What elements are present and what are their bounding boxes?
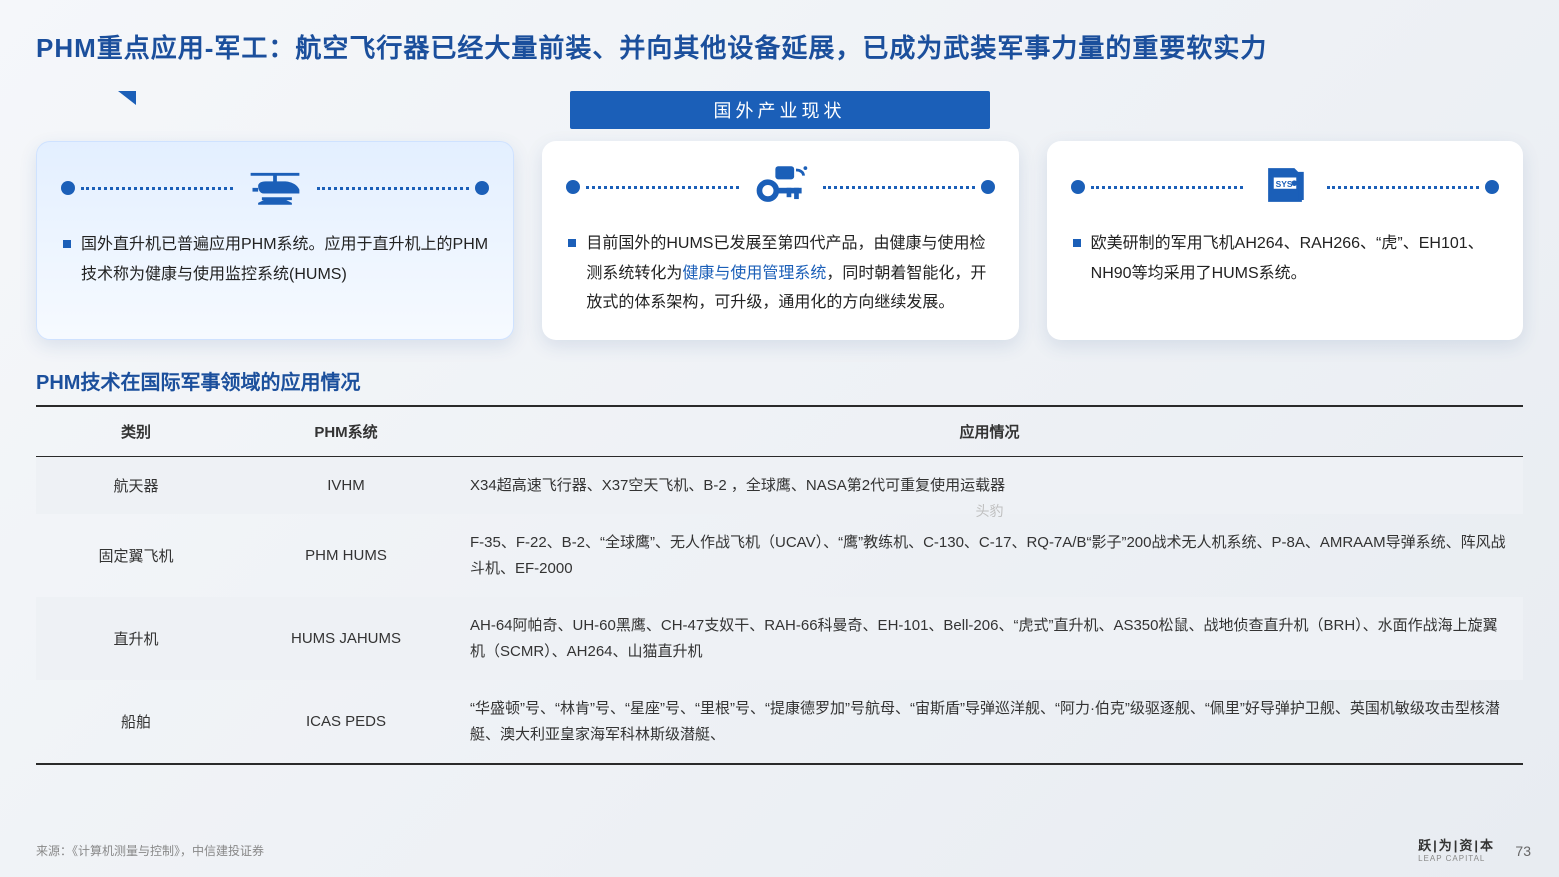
cards-row: 国外直升机已普遍应用PHM系统。应用于直升机上的PHM技术称为健康与使用监控系统… [36, 141, 1523, 340]
col-system: PHM系统 [236, 406, 456, 457]
dotted-line [1091, 186, 1243, 189]
card-text: 目前国外的HUMS已发展至第四代产品，由健康与使用检测系统转化为健康与使用管理系… [566, 229, 994, 318]
svg-text:SYS: SYS [1275, 178, 1292, 188]
page-title: PHM重点应用-军工：航空飞行器已经大量前装、并向其他设备延展，已成为武装军事力… [36, 28, 1523, 65]
dot-icon [1485, 180, 1499, 194]
cell: X34超高速飞行器、X37空天飞机、B-2 ，全球鹰、NASA第2代可重复使用运… [456, 456, 1523, 514]
cell: AH-64阿帕奇、UH-60黑鹰、CH-47支奴干、RAH-66科曼奇、EH-1… [456, 597, 1523, 680]
card-3: SYS 欧美研制的军用飞机AH264、RAH266、“虎”、EH101、NH90… [1047, 141, 1523, 340]
key-icon [745, 161, 817, 214]
card-2: 目前国外的HUMS已发展至第四代产品，由健康与使用检测系统转化为健康与使用管理系… [542, 141, 1018, 340]
helicopter-icon [239, 162, 311, 215]
cell: IVHM [236, 456, 456, 514]
col-usage: 应用情况 [456, 406, 1523, 457]
table-subhead: PHM技术在国际军事领域的应用情况 [36, 366, 1523, 395]
dot-icon [566, 180, 580, 194]
dot-icon [1071, 180, 1085, 194]
dot-icon [61, 181, 75, 195]
applications-table: 类别 PHM系统 应用情况 航天器 IVHM X34超高速飞行器、X37空天飞机… [36, 405, 1523, 766]
dot-icon [981, 180, 995, 194]
cell: HUMS JAHUMS [236, 597, 456, 680]
source-footer: 来源：《计算机测量与控制》，中信建投证券 [36, 842, 264, 859]
system-icon: SYS [1249, 161, 1321, 214]
section-banner-wrap: 国外产业现状 [36, 91, 1523, 129]
page-number: 73 [1515, 843, 1531, 859]
cell: 直升机 [36, 597, 236, 680]
dotted-line [823, 186, 975, 189]
dotted-line [81, 187, 233, 190]
cell: 航天器 [36, 456, 236, 514]
col-category: 类别 [36, 406, 236, 457]
cell: 船舶 [36, 680, 236, 764]
cell: “华盛顿”号、“林肯”号、“星座”号、“里根”号、“提康德罗加”号航母、“宙斯盾… [456, 680, 1523, 764]
cell: 固定翼飞机 [36, 514, 236, 597]
cell: F-35、F-22、B-2、“全球鹰”、无人作战飞机（UCAV）、“鹰”教练机、… [456, 514, 1523, 597]
dotted-line [1327, 186, 1479, 189]
banner-decor [118, 91, 136, 105]
cell: ICAS PEDS [236, 680, 456, 764]
card-text: 欧美研制的军用飞机AH264、RAH266、“虎”、EH101、NH90等均采用… [1071, 229, 1499, 288]
dot-icon [475, 181, 489, 195]
card-text: 国外直升机已普遍应用PHM系统。应用于直升机上的PHM技术称为健康与使用监控系统… [61, 230, 489, 289]
brand-logo: 跃|为|资|本LEAP CAPITAL [1418, 835, 1495, 863]
card-1: 国外直升机已普遍应用PHM系统。应用于直升机上的PHM技术称为健康与使用监控系统… [36, 141, 514, 340]
cell: PHM HUMS [236, 514, 456, 597]
section-banner: 国外产业现状 [570, 91, 990, 129]
dotted-line [586, 186, 738, 189]
dotted-line [317, 187, 469, 190]
